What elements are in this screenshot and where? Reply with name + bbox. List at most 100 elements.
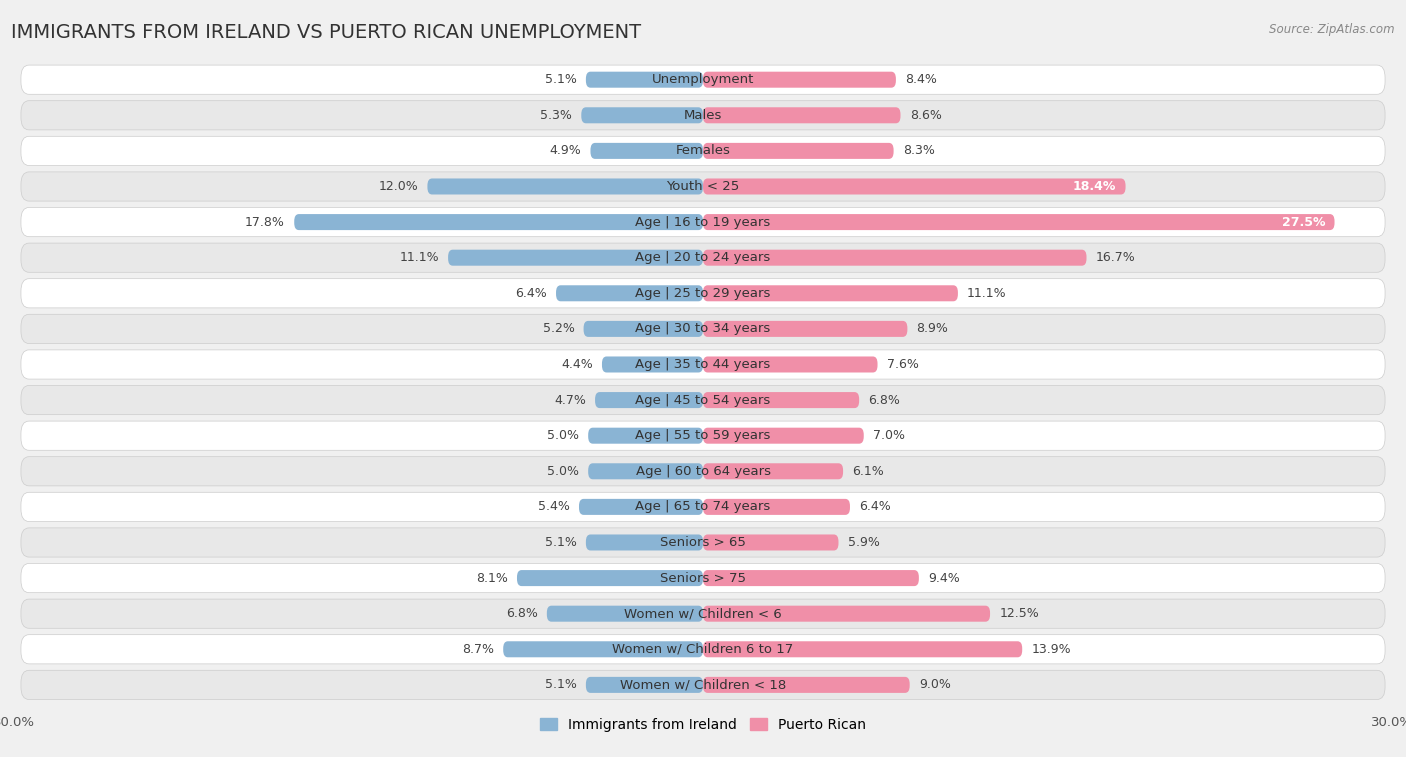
FancyBboxPatch shape [703, 606, 990, 621]
Text: 8.4%: 8.4% [905, 73, 936, 86]
Text: Age | 20 to 24 years: Age | 20 to 24 years [636, 251, 770, 264]
FancyBboxPatch shape [703, 321, 907, 337]
FancyBboxPatch shape [588, 428, 703, 444]
Text: Source: ZipAtlas.com: Source: ZipAtlas.com [1270, 23, 1395, 36]
Text: Males: Males [683, 109, 723, 122]
FancyBboxPatch shape [588, 463, 703, 479]
FancyBboxPatch shape [517, 570, 703, 586]
FancyBboxPatch shape [703, 641, 1022, 657]
FancyBboxPatch shape [703, 143, 894, 159]
Text: 6.8%: 6.8% [869, 394, 900, 407]
FancyBboxPatch shape [579, 499, 703, 515]
Text: 5.1%: 5.1% [544, 678, 576, 691]
FancyBboxPatch shape [703, 285, 957, 301]
FancyBboxPatch shape [21, 670, 1385, 699]
Text: 5.9%: 5.9% [848, 536, 880, 549]
FancyBboxPatch shape [703, 179, 1126, 195]
FancyBboxPatch shape [21, 563, 1385, 593]
FancyBboxPatch shape [21, 279, 1385, 308]
FancyBboxPatch shape [586, 677, 703, 693]
Text: 27.5%: 27.5% [1282, 216, 1326, 229]
Text: 5.2%: 5.2% [543, 322, 575, 335]
FancyBboxPatch shape [21, 136, 1385, 166]
Text: Age | 16 to 19 years: Age | 16 to 19 years [636, 216, 770, 229]
FancyBboxPatch shape [703, 428, 863, 444]
Text: 5.0%: 5.0% [547, 465, 579, 478]
Text: Seniors > 75: Seniors > 75 [659, 572, 747, 584]
FancyBboxPatch shape [703, 250, 1087, 266]
FancyBboxPatch shape [703, 463, 844, 479]
FancyBboxPatch shape [703, 72, 896, 88]
Text: 16.7%: 16.7% [1095, 251, 1136, 264]
FancyBboxPatch shape [449, 250, 703, 266]
FancyBboxPatch shape [427, 179, 703, 195]
FancyBboxPatch shape [21, 350, 1385, 379]
FancyBboxPatch shape [21, 421, 1385, 450]
FancyBboxPatch shape [21, 314, 1385, 344]
FancyBboxPatch shape [503, 641, 703, 657]
FancyBboxPatch shape [602, 357, 703, 372]
Text: 12.5%: 12.5% [1000, 607, 1039, 620]
Text: Seniors > 65: Seniors > 65 [659, 536, 747, 549]
Text: 4.9%: 4.9% [550, 145, 581, 157]
Text: 6.8%: 6.8% [506, 607, 537, 620]
Text: Age | 55 to 59 years: Age | 55 to 59 years [636, 429, 770, 442]
FancyBboxPatch shape [555, 285, 703, 301]
Text: 4.4%: 4.4% [561, 358, 593, 371]
FancyBboxPatch shape [547, 606, 703, 621]
FancyBboxPatch shape [703, 570, 920, 586]
Text: 7.0%: 7.0% [873, 429, 905, 442]
Text: Age | 45 to 54 years: Age | 45 to 54 years [636, 394, 770, 407]
FancyBboxPatch shape [21, 599, 1385, 628]
Text: 12.0%: 12.0% [378, 180, 418, 193]
Text: Women w/ Children < 18: Women w/ Children < 18 [620, 678, 786, 691]
Text: Females: Females [675, 145, 731, 157]
Text: IMMIGRANTS FROM IRELAND VS PUERTO RICAN UNEMPLOYMENT: IMMIGRANTS FROM IRELAND VS PUERTO RICAN … [11, 23, 641, 42]
FancyBboxPatch shape [21, 207, 1385, 237]
Text: 17.8%: 17.8% [245, 216, 285, 229]
Text: Age | 25 to 29 years: Age | 25 to 29 years [636, 287, 770, 300]
FancyBboxPatch shape [586, 534, 703, 550]
FancyBboxPatch shape [703, 677, 910, 693]
FancyBboxPatch shape [21, 528, 1385, 557]
Text: Age | 35 to 44 years: Age | 35 to 44 years [636, 358, 770, 371]
FancyBboxPatch shape [21, 385, 1385, 415]
FancyBboxPatch shape [703, 392, 859, 408]
FancyBboxPatch shape [703, 534, 838, 550]
Text: 8.9%: 8.9% [917, 322, 949, 335]
FancyBboxPatch shape [21, 634, 1385, 664]
FancyBboxPatch shape [21, 172, 1385, 201]
FancyBboxPatch shape [21, 492, 1385, 522]
FancyBboxPatch shape [703, 107, 900, 123]
Text: 5.0%: 5.0% [547, 429, 579, 442]
Text: Age | 60 to 64 years: Age | 60 to 64 years [636, 465, 770, 478]
FancyBboxPatch shape [703, 499, 851, 515]
FancyBboxPatch shape [21, 101, 1385, 130]
FancyBboxPatch shape [21, 243, 1385, 273]
Text: 8.7%: 8.7% [463, 643, 494, 656]
Text: 5.3%: 5.3% [540, 109, 572, 122]
FancyBboxPatch shape [583, 321, 703, 337]
Legend: Immigrants from Ireland, Puerto Rican: Immigrants from Ireland, Puerto Rican [534, 712, 872, 737]
Text: 6.4%: 6.4% [859, 500, 891, 513]
Text: 5.1%: 5.1% [544, 536, 576, 549]
Text: Women w/ Children < 6: Women w/ Children < 6 [624, 607, 782, 620]
Text: Age | 65 to 74 years: Age | 65 to 74 years [636, 500, 770, 513]
Text: 5.4%: 5.4% [538, 500, 569, 513]
Text: 6.4%: 6.4% [515, 287, 547, 300]
FancyBboxPatch shape [581, 107, 703, 123]
Text: Women w/ Children 6 to 17: Women w/ Children 6 to 17 [613, 643, 793, 656]
FancyBboxPatch shape [595, 392, 703, 408]
Text: 8.1%: 8.1% [475, 572, 508, 584]
Text: 7.6%: 7.6% [887, 358, 918, 371]
FancyBboxPatch shape [703, 357, 877, 372]
Text: 4.7%: 4.7% [554, 394, 586, 407]
Text: Youth < 25: Youth < 25 [666, 180, 740, 193]
Text: 11.1%: 11.1% [399, 251, 439, 264]
Text: 11.1%: 11.1% [967, 287, 1007, 300]
Text: 8.6%: 8.6% [910, 109, 942, 122]
Text: Unemployment: Unemployment [652, 73, 754, 86]
Text: Age | 30 to 34 years: Age | 30 to 34 years [636, 322, 770, 335]
FancyBboxPatch shape [21, 65, 1385, 95]
FancyBboxPatch shape [294, 214, 703, 230]
